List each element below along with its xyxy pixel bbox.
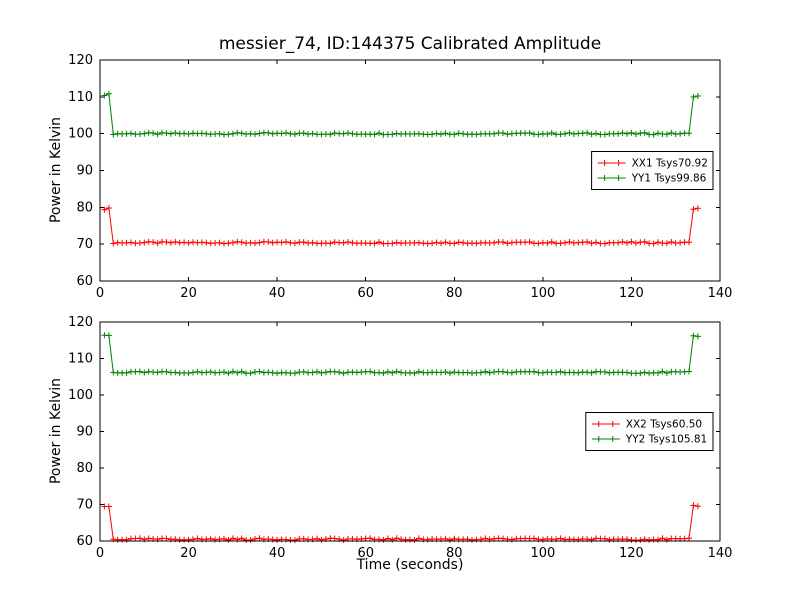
legend-sample-marker — [595, 436, 602, 442]
y-tick-label: 70 — [76, 237, 93, 252]
y-tick-label: 100 — [68, 388, 93, 403]
y-tick-label: 110 — [68, 90, 93, 105]
x-tick-label: 20 — [180, 286, 197, 301]
legend-label: YY2 Tsys105.81 — [625, 434, 707, 446]
x-tick-label: 120 — [619, 286, 644, 301]
legend-sample-marker — [615, 160, 622, 166]
y-tick-label: 90 — [76, 164, 93, 179]
legend-label: XX1 Tsys70.92 — [632, 158, 708, 170]
plot-frame — [99, 59, 721, 282]
series-xx2-markers — [101, 502, 701, 544]
x-tick-label: 80 — [446, 286, 463, 301]
series-yy2-markers — [101, 332, 701, 377]
plot-frame — [99, 321, 721, 542]
x-tick-label: 40 — [269, 546, 286, 561]
legend-frame — [591, 151, 714, 190]
y-tick-label: 100 — [68, 127, 93, 142]
y-tick-label: 80 — [76, 461, 93, 476]
legend-sample-marker — [601, 160, 608, 166]
legend-label: XX2 Tsys60.50 — [626, 419, 702, 431]
x-tick-label: 0 — [96, 286, 104, 301]
x-tick-label: 60 — [357, 286, 374, 301]
y-tick-label: 90 — [76, 425, 93, 440]
x-tick-label: 140 — [708, 546, 733, 561]
subplot-1: 0 20 40 60 80 100 120 140 60 70 80 90 100 110 120 XX1 T… — [68, 53, 732, 301]
figure-title: messier_74, ID:144375 Calibrated Amplitu… — [218, 34, 602, 54]
x-tick-label: 100 — [530, 286, 555, 301]
legend: XX1 Tsys70.92 YY1 Tsys99.86 — [591, 151, 714, 190]
legend-sample-marker — [595, 421, 602, 427]
series-yy1-markers — [101, 90, 701, 138]
y-tick-label: 80 — [76, 200, 93, 215]
legend-sample-marker — [615, 175, 622, 181]
y-axis-label-bottom: Power in Kelvin — [48, 377, 64, 485]
x-tick-label: 120 — [619, 546, 644, 561]
x-axis-label: Time (seconds) — [356, 557, 464, 573]
legend-sample-marker — [609, 421, 616, 427]
x-tick-label: 40 — [269, 286, 286, 301]
subplot-2: 0 20 40 60 80 100 120 140 60 70 80 90 100 110 120 XX2 T… — [68, 315, 732, 561]
y-tick-label: 70 — [76, 498, 93, 513]
y-tick-label: 110 — [68, 352, 93, 367]
x-tick-label: 60 — [357, 546, 374, 561]
legend-sample-marker — [609, 436, 616, 442]
legend-label: YY1 Tsys99.86 — [631, 173, 707, 185]
y-tick-label: 60 — [76, 534, 93, 549]
y-axis-label-top: Power in Kelvin — [48, 116, 64, 224]
y-tick-label: 60 — [76, 274, 93, 289]
x-tick-label: 20 — [180, 546, 197, 561]
legend-frame — [585, 412, 714, 451]
x-tick-label: 100 — [530, 546, 555, 561]
y-tick-label: 120 — [68, 53, 93, 68]
x-tick-label: 80 — [446, 546, 463, 561]
legend: XX2 Tsys60.50 YY2 Tsys105.81 — [585, 412, 714, 451]
x-tick-label: 140 — [708, 286, 733, 301]
legend-sample-marker — [601, 175, 608, 181]
x-tick-label: 0 — [96, 546, 104, 561]
y-tick-label: 120 — [68, 315, 93, 330]
series-xx1-markers — [101, 205, 701, 247]
